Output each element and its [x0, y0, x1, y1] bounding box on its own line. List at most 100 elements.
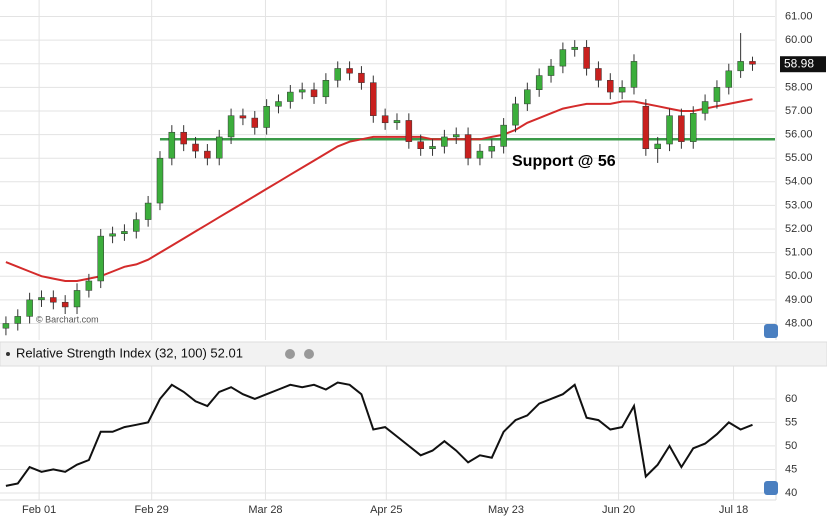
candle-body: [156, 157, 164, 204]
scroll-button[interactable]: [764, 481, 778, 495]
candle-body: [678, 115, 685, 142]
candle-body: [571, 46, 578, 50]
candle-body: [381, 115, 389, 124]
candle-body: [737, 61, 744, 72]
candle-body: [476, 150, 484, 159]
candle-body: [73, 290, 81, 308]
candle-body: [666, 115, 673, 145]
rsi-header: [0, 341, 827, 367]
candle-body: [109, 233, 116, 237]
bullet: [6, 352, 10, 356]
y-tick-label: 48.00: [785, 317, 813, 329]
candle-body: [524, 89, 531, 105]
candle-body: [263, 106, 270, 128]
last-price-label: 58.98: [784, 56, 814, 70]
y-tick-label: 57.00: [785, 105, 813, 117]
candle-body: [310, 89, 318, 98]
candle-body: [618, 87, 626, 93]
y-tick-label: 50.00: [785, 270, 813, 282]
watermark: © Barchart.com: [36, 314, 99, 324]
candle-body: [500, 124, 507, 147]
candle-body: [275, 101, 282, 107]
candle-body: [322, 80, 330, 98]
candle-body: [239, 115, 247, 119]
candle-body: [133, 219, 140, 232]
candle-body: [429, 146, 436, 149]
candle-body: [701, 101, 709, 114]
candle-body: [2, 323, 10, 329]
y-tick-label: 53.00: [785, 199, 813, 211]
candle-body: [689, 113, 697, 142]
candle-body: [192, 143, 199, 152]
candle-body: [97, 235, 104, 282]
x-tick-label: Jul 18: [719, 504, 748, 516]
candle-body: [50, 297, 57, 303]
y-tick-label: 56.00: [785, 128, 813, 140]
candle-body: [298, 89, 306, 93]
candle-body: [642, 106, 650, 149]
candle-body: [26, 299, 33, 317]
candle-body: [251, 117, 259, 128]
candle-body: [215, 136, 223, 159]
candle-body: [405, 120, 413, 142]
y-tick-label: 50: [785, 440, 797, 452]
y-tick-label: 55: [785, 416, 797, 428]
candle-body: [180, 131, 187, 145]
candle-body: [38, 297, 45, 301]
candle-body: [14, 316, 22, 324]
y-tick-label: 45: [785, 463, 797, 475]
candle-body: [512, 103, 519, 126]
candle-body: [654, 143, 661, 149]
y-tick-label: 40: [785, 487, 797, 499]
candle-body: [168, 131, 176, 159]
x-tick-label: Feb 01: [22, 504, 56, 516]
y-tick-label: 49.00: [785, 294, 813, 306]
candle-body: [227, 115, 235, 138]
x-tick-label: May 23: [488, 504, 524, 516]
candle-body: [583, 46, 590, 69]
y-tick-label: 58.00: [785, 81, 813, 93]
candle-body: [334, 68, 341, 81]
y-tick-label: 54.00: [785, 176, 813, 188]
candle-body: [346, 68, 353, 74]
candle-body: [358, 72, 365, 83]
y-tick-label: 61.00: [785, 10, 813, 22]
y-tick-label: 55.00: [785, 152, 813, 164]
candle-body: [630, 61, 638, 88]
settings-icon[interactable]: [285, 349, 295, 359]
close-icon[interactable]: [304, 349, 314, 359]
candle-body: [607, 80, 614, 93]
rsi-title: Relative Strength Index (32, 100) 52.01: [16, 345, 243, 360]
x-tick-label: Apr 25: [370, 504, 402, 516]
x-tick-label: Mar 28: [248, 504, 282, 516]
candle-body: [452, 134, 460, 138]
candle-body: [144, 202, 152, 220]
candle-body: [417, 141, 424, 150]
candle-body: [595, 68, 602, 81]
moving-average: [5, 98, 753, 282]
y-tick-label: 60: [785, 393, 797, 405]
candle-body: [488, 146, 496, 152]
scroll-button[interactable]: [764, 324, 778, 338]
candle-body: [749, 61, 756, 65]
candle-body: [370, 82, 377, 116]
candle-body: [85, 280, 93, 291]
candle-body: [204, 150, 211, 159]
y-tick-label: 52.00: [785, 223, 813, 235]
annotation: Support @ 56: [512, 153, 616, 170]
candle-body: [393, 120, 401, 124]
x-tick-label: Feb 29: [135, 504, 169, 516]
candle-body: [61, 301, 69, 308]
rsi-line: [5, 381, 753, 487]
candle-body: [121, 231, 128, 234]
candle-body: [713, 87, 721, 102]
candle-body: [535, 75, 543, 90]
candle-body: [547, 65, 555, 76]
candle-body: [559, 49, 567, 67]
candle-body: [725, 70, 733, 88]
x-tick-label: Jun 20: [602, 504, 635, 516]
last-price-box: [780, 56, 826, 73]
candle-body: [287, 91, 294, 102]
